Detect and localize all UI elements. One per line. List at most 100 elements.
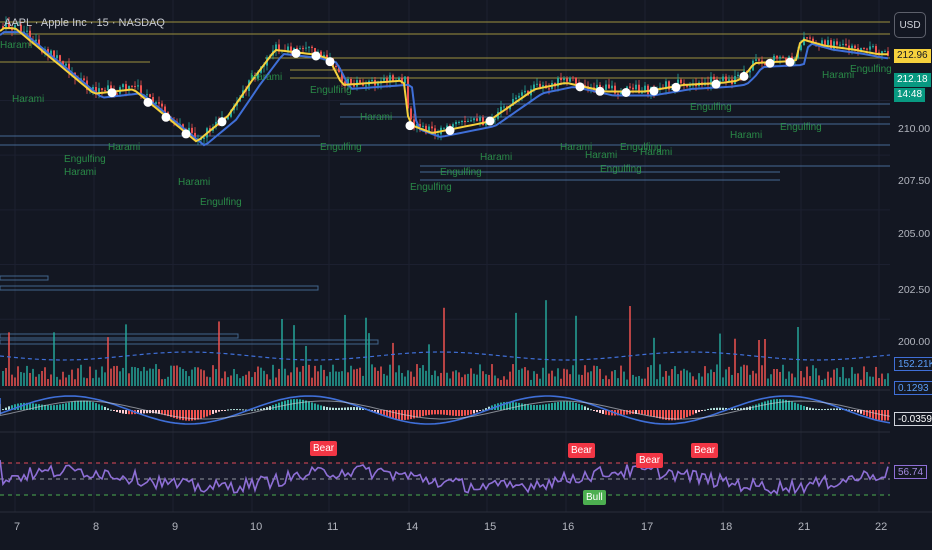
macd-histogram-bar: [860, 410, 862, 414]
macd-histogram-bar: [47, 405, 49, 410]
volume-bar: [881, 373, 883, 386]
macd-histogram-bar: [704, 409, 706, 411]
volume-bar: [173, 365, 175, 386]
volume-bar: [86, 378, 88, 386]
macd-histogram-bar: [296, 399, 298, 410]
volume-bar: [695, 379, 697, 386]
macd-histogram-bar: [593, 410, 595, 411]
volume-bar: [452, 371, 454, 386]
volume-bar: [248, 371, 250, 386]
macd-histogram-bar: [476, 410, 478, 413]
volume-bar: [599, 368, 601, 386]
candle-body: [632, 87, 634, 90]
volume-bar: [629, 306, 631, 386]
macd-histogram-bar: [659, 410, 661, 419]
candle-body: [104, 90, 106, 92]
macd-histogram-bar: [602, 410, 604, 414]
macd-histogram-bar: [560, 401, 562, 410]
volume-bar: [533, 371, 535, 386]
macd-histogram-bar: [554, 402, 556, 410]
candle-body: [566, 78, 568, 82]
macd-histogram-bar: [791, 401, 793, 410]
candle-body: [359, 80, 361, 83]
candle-body: [710, 76, 712, 86]
candle-body: [320, 51, 322, 58]
volume-bar: [593, 365, 595, 386]
volume-bar: [158, 369, 160, 386]
candle-body: [824, 40, 826, 45]
macd-histogram-bar: [761, 402, 763, 410]
macd-histogram-bar: [617, 410, 619, 416]
volume-bar: [191, 369, 193, 386]
candle-body: [533, 84, 535, 90]
candle-body: [647, 85, 649, 95]
candle-body: [443, 127, 445, 129]
candle-body: [803, 37, 805, 46]
macd-histogram-bar: [647, 410, 649, 416]
volume-bar: [278, 368, 280, 386]
macd-histogram-bar: [95, 403, 97, 410]
macd-histogram-bar: [293, 399, 295, 410]
volume-bar: [293, 325, 295, 386]
macd-histogram-bar: [581, 405, 583, 410]
macd-histogram-bar: [695, 410, 697, 414]
candle-body: [29, 30, 31, 41]
sr-zone-box: [0, 275, 49, 281]
volume-bar: [65, 377, 67, 386]
volume-bar: [314, 365, 316, 386]
macd-histogram-bar: [212, 410, 214, 414]
symbol-title[interactable]: AAPL · Apple Inc · 15 · NASDAQ: [4, 17, 165, 29]
volume-bar: [371, 364, 373, 386]
volume-bar: [776, 369, 778, 386]
volume-bar: [587, 372, 589, 386]
volume-bar: [20, 372, 22, 386]
macd-histogram-bar: [548, 403, 550, 410]
volume-bar: [140, 371, 142, 386]
time-label: 8: [93, 521, 100, 533]
macd-histogram-bar: [470, 410, 472, 415]
volume-bar: [71, 369, 73, 386]
pattern-label: Engulfing: [64, 154, 106, 165]
pattern-label: Engulfing: [620, 142, 662, 153]
macd-histogram-bar: [674, 410, 676, 421]
pattern-label: Engulfing: [440, 167, 482, 178]
candle-body: [722, 76, 724, 81]
volume-bar: [389, 364, 391, 386]
macd-histogram-bar: [35, 403, 37, 410]
candle-body: [635, 84, 637, 90]
macd-histogram-bar: [668, 410, 670, 421]
volume-bar: [788, 371, 790, 386]
macd-histogram-bar: [245, 409, 247, 411]
volume-bar: [860, 379, 862, 386]
volume-bar: [527, 370, 529, 386]
volume-bar: [716, 364, 718, 386]
candle-body: [524, 90, 526, 93]
volume-bar: [38, 374, 40, 386]
volume-bar: [362, 375, 364, 386]
candle-body: [719, 80, 721, 83]
macd-histogram-bar: [356, 407, 358, 410]
macd-histogram-bar: [806, 406, 808, 410]
macd-histogram-bar: [650, 410, 652, 417]
volume-ma-tag: 152.21K: [894, 357, 932, 371]
candle-body: [203, 137, 205, 139]
pattern-label: Engulfing: [200, 197, 242, 208]
candle-body: [431, 126, 433, 129]
volume-bar: [323, 369, 325, 386]
macd-histogram-bar: [128, 410, 130, 415]
volume-bar: [407, 370, 409, 386]
macd-histogram-bar: [623, 410, 625, 415]
candle-body: [305, 47, 307, 49]
volume-bar: [35, 376, 37, 386]
volume-bar: [398, 365, 400, 386]
candle-body: [35, 39, 37, 42]
volume-bar: [182, 368, 184, 386]
volume-bar: [773, 369, 775, 386]
candle-body: [116, 93, 118, 95]
candle-body: [476, 118, 478, 121]
currency-button[interactable]: USD: [894, 12, 926, 38]
macd-histogram-bar: [29, 403, 31, 410]
volume-bar: [470, 368, 472, 386]
macd-histogram-bar: [575, 402, 577, 410]
